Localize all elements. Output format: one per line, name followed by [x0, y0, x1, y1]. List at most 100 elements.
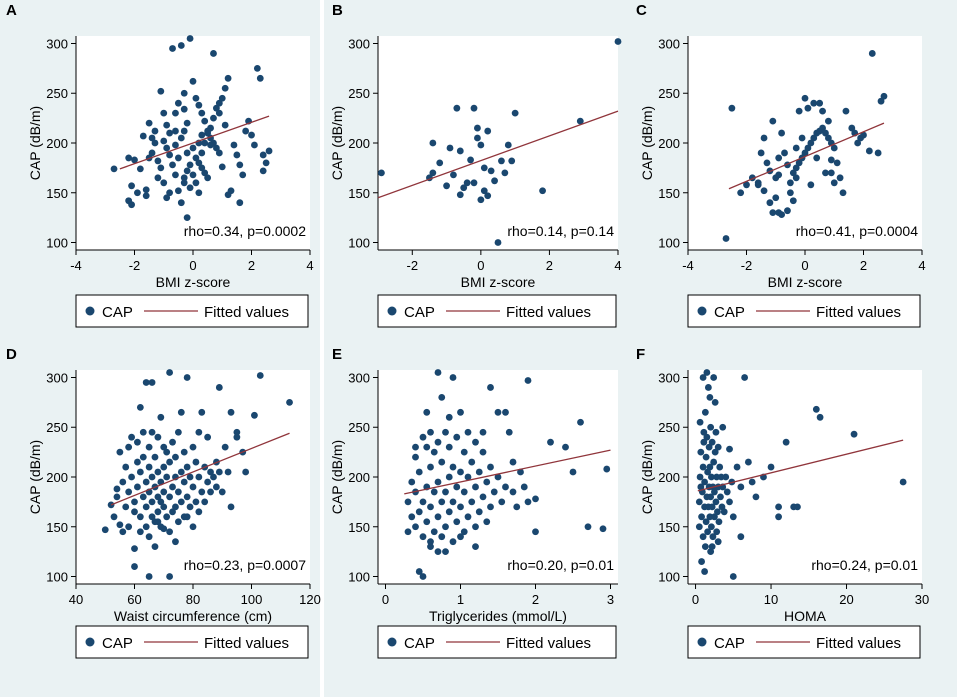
data-point [699, 463, 707, 471]
data-point [195, 159, 203, 167]
data-point [699, 533, 707, 541]
data-point [819, 124, 826, 132]
data-point [728, 104, 736, 112]
data-point [207, 124, 214, 132]
x-tick-label: 0 [382, 592, 389, 607]
data-point [702, 518, 710, 526]
data-point [784, 207, 791, 215]
y-axis-label: CAP (dB/m) [329, 106, 345, 180]
data-point [701, 568, 709, 575]
x-axis-label: BMI z-score [156, 274, 231, 290]
data-point [795, 107, 803, 115]
data-point [822, 169, 829, 177]
data-point [204, 174, 212, 182]
data-point [700, 428, 708, 436]
data-point [479, 448, 487, 456]
data-point [754, 179, 762, 187]
panel-label-f: F [636, 346, 646, 363]
legend: CAP Fitted values [75, 294, 309, 328]
data-point [822, 129, 829, 137]
data-point [236, 161, 244, 169]
data-point [174, 488, 182, 496]
data-point [698, 513, 705, 521]
data-point [419, 433, 427, 441]
data-point [163, 473, 171, 481]
data-point [134, 483, 141, 491]
data-point [166, 573, 174, 580]
legend-marker-label: CAP [102, 635, 133, 652]
data-point [136, 468, 144, 476]
data-point [415, 568, 423, 575]
data-point [708, 473, 715, 481]
data-point [494, 239, 502, 246]
data-point [778, 211, 785, 219]
data-point [513, 503, 521, 511]
data-point [766, 199, 774, 207]
data-point [142, 478, 150, 486]
data-point [874, 149, 882, 157]
data-point [502, 483, 509, 491]
y-tick-label: 200 [46, 136, 68, 151]
data-point [487, 167, 495, 175]
data-point [174, 187, 182, 195]
data-point [504, 141, 512, 149]
data-point [116, 448, 124, 456]
data-point [865, 147, 873, 155]
data-point [775, 503, 782, 511]
data-point [449, 374, 457, 381]
data-point [480, 187, 488, 195]
y-tick-label: 250 [658, 86, 680, 101]
data-point [737, 483, 745, 491]
panel-label-e: E [332, 346, 343, 363]
data-point [251, 141, 258, 149]
data-point [830, 179, 838, 187]
data-point [142, 379, 150, 386]
data-point [701, 478, 709, 486]
plot-area [378, 36, 618, 250]
data-point [169, 45, 176, 52]
data-point [477, 196, 485, 204]
data-point [729, 513, 737, 521]
data-point [487, 503, 494, 511]
data-point [475, 468, 483, 476]
data-point [154, 433, 162, 441]
data-point [804, 144, 812, 152]
data-point [204, 478, 212, 486]
data-point [169, 483, 176, 491]
data-point [710, 458, 718, 466]
data-point [139, 493, 147, 501]
data-point [716, 463, 724, 471]
data-point [110, 513, 118, 521]
data-point [848, 124, 856, 132]
panel-label-c: C [636, 2, 647, 19]
data-point [532, 528, 539, 536]
data-point [145, 443, 153, 451]
legend-marker-icon [85, 637, 95, 647]
data-point [833, 159, 841, 167]
data-point [157, 413, 165, 421]
data-point [707, 493, 715, 501]
data-point [131, 545, 138, 553]
data-point [449, 498, 457, 506]
data-point [472, 543, 479, 551]
data-point [810, 134, 818, 142]
data-point [172, 109, 179, 117]
data-point [160, 109, 168, 117]
data-point [145, 573, 153, 580]
data-point [434, 369, 442, 376]
data-point [760, 134, 768, 142]
chart-panel-b: 100 150 200 250 300 -2 0 2 4 CAP (dB/m) BMI z-scor… [324, 0, 632, 345]
y-tick-label: 200 [658, 470, 680, 485]
data-point [830, 144, 838, 152]
data-point [880, 92, 888, 100]
data-point [122, 463, 130, 471]
fitted-line [110, 432, 290, 506]
legend-marker-label: CAP [404, 635, 435, 652]
data-point [443, 182, 450, 190]
data-point [720, 508, 728, 516]
y-tick-label: 300 [46, 36, 68, 51]
data-point [148, 473, 156, 481]
data-point [427, 503, 434, 511]
legend-line-label: Fitted values [204, 304, 289, 321]
